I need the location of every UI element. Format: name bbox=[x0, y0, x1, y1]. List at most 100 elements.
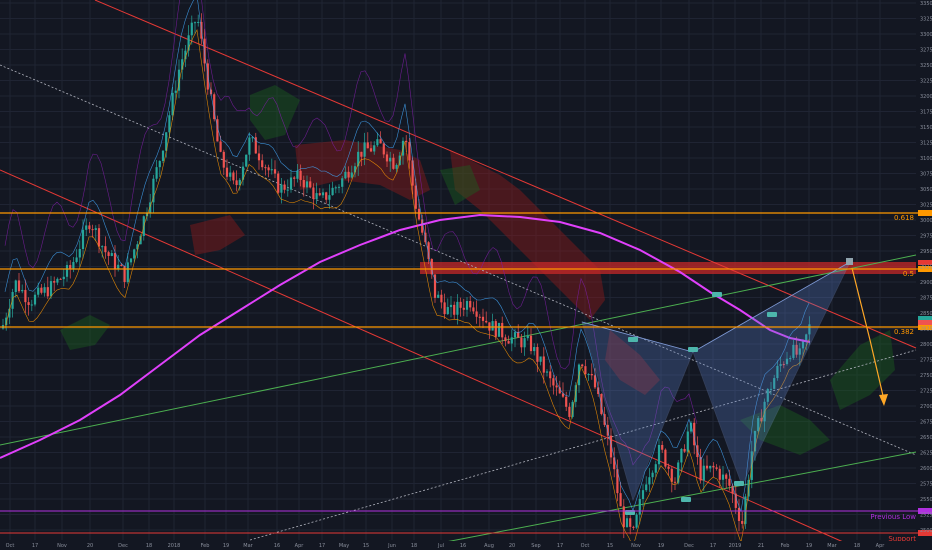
candle-body bbox=[161, 150, 165, 162]
candle-body bbox=[616, 469, 619, 494]
candle-body bbox=[59, 278, 62, 280]
y-tick-label: 30750 bbox=[920, 172, 932, 178]
candle-body bbox=[46, 287, 49, 297]
kijun-line bbox=[4, 28, 810, 548]
candle-body bbox=[264, 167, 267, 169]
candle-body bbox=[241, 166, 245, 180]
candle-body bbox=[315, 193, 318, 199]
moving-average-line bbox=[0, 213, 811, 459]
candle-body bbox=[635, 514, 638, 528]
candle-body bbox=[504, 337, 507, 342]
candle-body bbox=[456, 301, 459, 315]
candle-body bbox=[11, 292, 14, 309]
y-tick-label: 28250 bbox=[920, 327, 932, 333]
candle-body bbox=[235, 180, 238, 186]
candle-body bbox=[536, 347, 539, 362]
candle-body bbox=[542, 356, 545, 373]
candle-body bbox=[376, 139, 379, 146]
fib-level-label: 0.618 bbox=[894, 214, 914, 222]
candle-body bbox=[533, 347, 536, 352]
resistance-zone-rect bbox=[420, 262, 916, 274]
fib-levels: 0.618 0.5 0.382 Previous Low Support bbox=[0, 210, 932, 543]
y-tick-label: 27500 bbox=[920, 373, 932, 379]
lagging-span bbox=[4, 0, 698, 466]
y-tick-label: 33250 bbox=[920, 17, 932, 23]
annotation-label: Support bbox=[888, 535, 916, 543]
candle-body bbox=[693, 422, 696, 446]
candle-body bbox=[529, 335, 533, 352]
bull-cloud bbox=[250, 85, 300, 140]
candle-body bbox=[328, 195, 331, 200]
x-tick-label: 2018 bbox=[168, 543, 181, 549]
bull-cloud bbox=[830, 330, 895, 410]
candle-body bbox=[465, 301, 469, 310]
candle-body bbox=[632, 526, 635, 528]
candle-body bbox=[321, 192, 325, 196]
candle-body bbox=[171, 92, 174, 116]
candle-body bbox=[728, 478, 731, 486]
candle-body bbox=[443, 302, 446, 315]
x-tick-label: Nov bbox=[631, 543, 641, 549]
y-tick-label: 28750 bbox=[920, 296, 932, 302]
candle-body bbox=[485, 320, 488, 323]
candle-body bbox=[581, 364, 584, 367]
candle-body bbox=[411, 160, 414, 186]
candle-body bbox=[318, 193, 321, 196]
fib-price-tag bbox=[918, 266, 932, 272]
candle-body bbox=[229, 172, 232, 177]
candle-body bbox=[709, 465, 712, 469]
axis-price-tag bbox=[918, 260, 932, 265]
candle-body bbox=[136, 244, 139, 250]
candle-body bbox=[53, 281, 56, 283]
x-tick-label: 17 bbox=[319, 543, 325, 549]
candle-body bbox=[427, 242, 430, 259]
ichimoku-cloud bbox=[60, 85, 895, 455]
candle-body bbox=[408, 142, 411, 161]
x-tick-label: 19 bbox=[658, 543, 664, 549]
candle-body bbox=[654, 464, 657, 473]
x-tick-label: 15 bbox=[363, 543, 369, 549]
candle-body bbox=[657, 444, 661, 465]
candle-body bbox=[718, 468, 721, 480]
pattern-d-marker bbox=[846, 258, 853, 265]
candle-body bbox=[65, 265, 69, 277]
candle-body bbox=[440, 294, 443, 303]
green-trendline-upper bbox=[0, 254, 917, 446]
candle-body bbox=[299, 170, 302, 180]
candle-body bbox=[462, 307, 465, 310]
candle-body bbox=[91, 229, 94, 231]
y-tick-label: 28500 bbox=[920, 311, 932, 317]
candle-body bbox=[673, 481, 677, 483]
candle-body bbox=[123, 266, 126, 283]
candle-body bbox=[113, 253, 117, 269]
candle-body bbox=[593, 375, 597, 388]
y-tick-label: 25000 bbox=[920, 528, 932, 534]
candle-body bbox=[209, 89, 213, 95]
x-axis: Oct 17 Nov 20 Dec 18 2018 Feb 19 Mar 16 Apr 17 May 15 J… bbox=[0, 541, 932, 550]
candle-body bbox=[677, 462, 680, 483]
candle-body bbox=[552, 378, 555, 386]
candle-body bbox=[181, 59, 184, 70]
candle-body bbox=[312, 187, 315, 199]
candle-body bbox=[382, 143, 385, 155]
candle-body bbox=[145, 212, 149, 217]
candle-body bbox=[725, 474, 728, 479]
pattern-point-marker bbox=[628, 337, 638, 342]
projection-arrow-line bbox=[851, 267, 885, 401]
candle-body bbox=[619, 493, 622, 507]
candle-body bbox=[651, 472, 654, 478]
candle-body bbox=[430, 258, 433, 275]
y-tick-label: 31750 bbox=[920, 110, 932, 116]
y-tick-label: 32750 bbox=[920, 48, 932, 54]
candle-body bbox=[760, 418, 763, 422]
candle-body bbox=[190, 22, 193, 36]
candle-body bbox=[133, 249, 136, 259]
candle-body bbox=[24, 289, 27, 303]
x-tick-label: May bbox=[339, 543, 349, 549]
y-tick-label: 29750 bbox=[920, 234, 932, 240]
x-tick-label: 19 bbox=[806, 543, 812, 549]
candle-body bbox=[30, 304, 33, 306]
candle-body bbox=[49, 281, 53, 297]
